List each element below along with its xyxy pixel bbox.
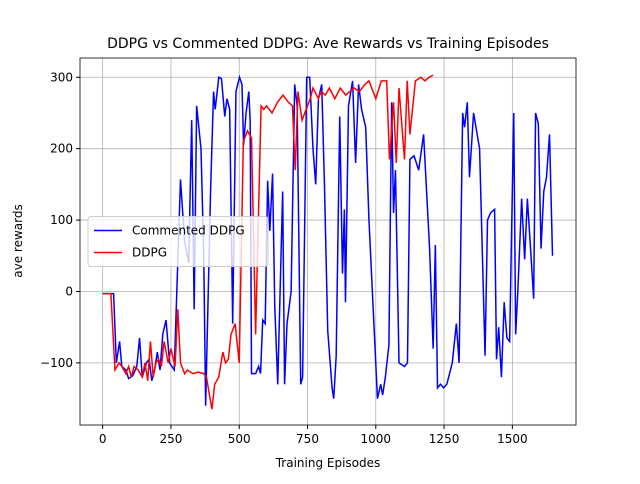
plot-frame — [79, 57, 577, 426]
x-tick-label: 250 — [159, 432, 182, 446]
y-tick-label: 300 — [50, 70, 73, 84]
y-tick-label: 200 — [50, 142, 73, 156]
x-tick-label: 500 — [228, 432, 251, 446]
y-tick-label: 0 — [65, 284, 73, 298]
y-axis-label: ave rewards — [11, 204, 25, 277]
legend-label: Commented DDPG — [132, 224, 245, 238]
legend: Commented DDPG DDPG — [87, 216, 269, 267]
y-tick-label: −100 — [40, 356, 73, 370]
x-tick-label: 1000 — [361, 432, 392, 446]
legend-label: DDPG — [132, 246, 167, 260]
x-tick-label: 1500 — [497, 432, 528, 446]
series-line — [102, 74, 554, 406]
x-tick-label: 1250 — [429, 432, 460, 446]
legend-box — [87, 216, 269, 267]
x-tick-label: 750 — [296, 432, 319, 446]
y-tick-label: 100 — [50, 213, 73, 227]
x-tick-label: 0 — [99, 432, 107, 446]
chart-title: DDPG vs Commented DDPG: Ave Rewards vs T… — [107, 36, 549, 52]
x-axis-label: Training Episodes — [275, 456, 381, 470]
